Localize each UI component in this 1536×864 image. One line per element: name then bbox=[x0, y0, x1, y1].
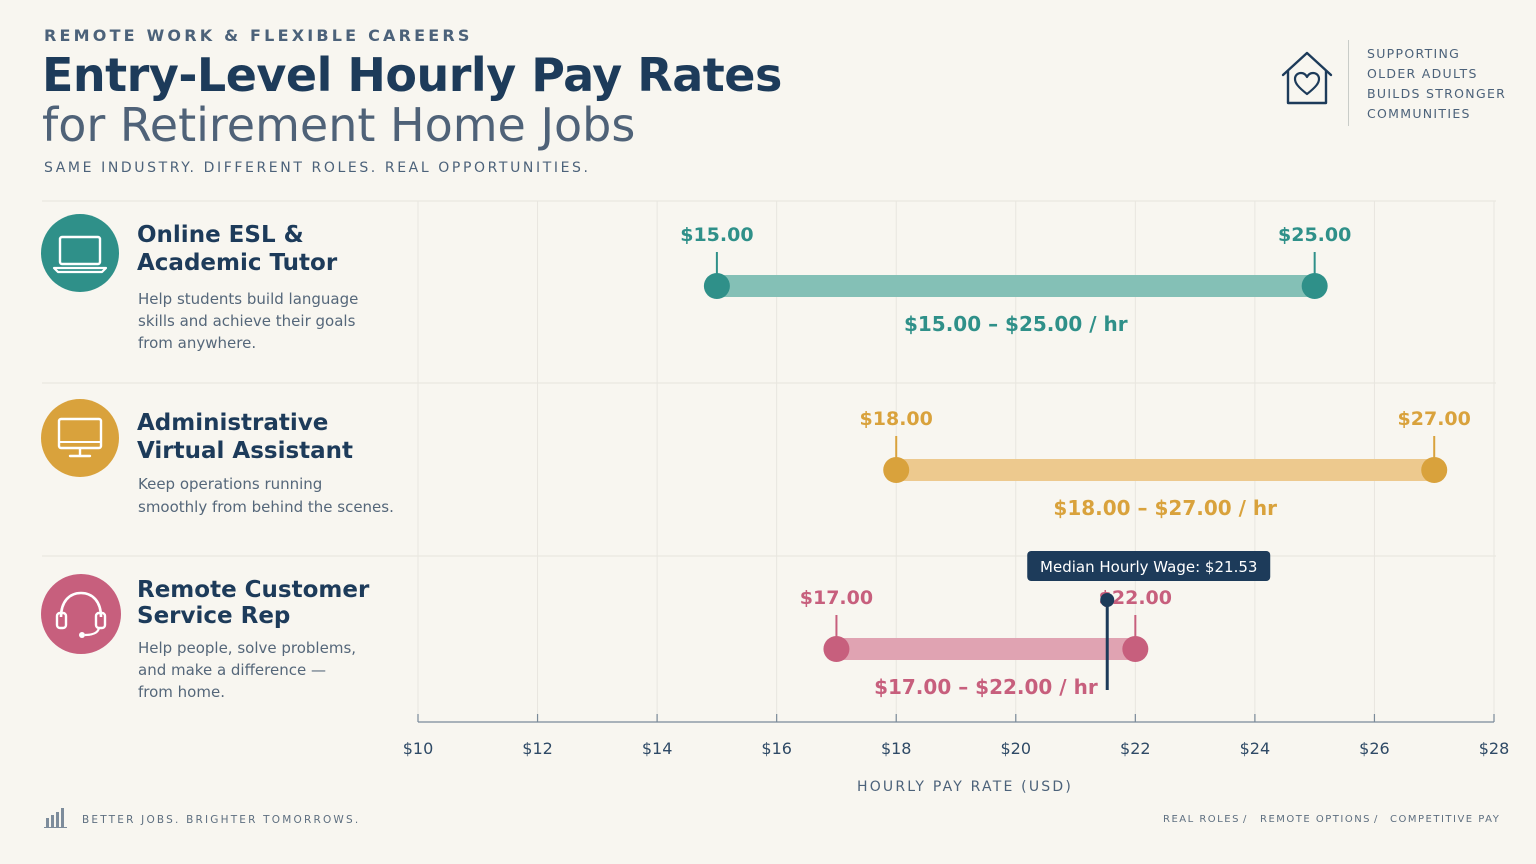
range-label: $17.00 – $22.00 / hr bbox=[874, 675, 1098, 699]
role-desc: from anywhere. bbox=[138, 334, 257, 352]
range-bars: $15.00 $25.00 $15.00 – $25.00 / hr $18.00 $2… bbox=[680, 224, 1471, 699]
footer-tagline: BETTER JOBS. BRIGHTER TOMORROWS. bbox=[82, 814, 361, 826]
role-desc: Help people, solve problems, bbox=[138, 639, 357, 657]
eyebrow-text: REMOTE WORK & FLEXIBLE CAREERS bbox=[44, 26, 473, 45]
max-marker bbox=[1122, 636, 1149, 662]
min-marker bbox=[883, 457, 910, 483]
page-subtitle: SAME INDUSTRY. DIFFERENT ROLES. REAL OPP… bbox=[44, 160, 591, 176]
footer-separator: / bbox=[1374, 814, 1379, 825]
role-name-customer-service-line2: Service Rep bbox=[137, 603, 291, 629]
badge-line: COMMUNITIES bbox=[1367, 106, 1471, 121]
headset-icon bbox=[41, 574, 121, 654]
bar-chart-icon bbox=[44, 808, 67, 828]
badge-line: OLDER ADULTS bbox=[1367, 66, 1478, 81]
footer-item: COMPETITIVE PAY bbox=[1390, 814, 1501, 825]
role-desc: Keep operations running bbox=[138, 475, 323, 493]
page-title-line2: for Retirement Home Jobs bbox=[42, 98, 636, 152]
x-tick-label: $12 bbox=[522, 739, 553, 758]
min-marker bbox=[823, 636, 850, 662]
median-annotation: Median Hourly Wage: $21.53 bbox=[1027, 551, 1271, 690]
x-tick-label: $24 bbox=[1240, 739, 1271, 758]
footer-separator: / bbox=[1243, 814, 1248, 825]
badge-line: BUILDS STRONGER bbox=[1367, 86, 1507, 101]
median-label: Median Hourly Wage: $21.53 bbox=[1040, 558, 1257, 576]
house-heart-icon bbox=[1281, 51, 1333, 105]
x-axis-title: HOURLY PAY RATE (USD) bbox=[857, 779, 1073, 795]
badge-line: SUPPORTING bbox=[1367, 46, 1461, 61]
role-desc: Help students build language bbox=[138, 290, 359, 308]
max-marker bbox=[1301, 273, 1328, 299]
footer-item: REAL ROLES bbox=[1163, 814, 1240, 825]
range-label: $15.00 – $25.00 / hr bbox=[904, 312, 1128, 336]
min-value-label: $15.00 bbox=[680, 224, 753, 246]
page-title: Entry-Level Hourly Pay Rates bbox=[42, 48, 782, 102]
x-tick-label: $10 bbox=[403, 739, 434, 758]
laptop-icon bbox=[41, 214, 119, 292]
x-tick-label: $20 bbox=[1001, 739, 1032, 758]
max-marker bbox=[1421, 457, 1448, 483]
role-name-tutor: Online ESL & bbox=[137, 222, 304, 248]
range-label: $18.00 – $27.00 / hr bbox=[1053, 496, 1277, 520]
min-value-label: $18.00 bbox=[860, 408, 933, 430]
role-name-assistant-line2: Virtual Assistant bbox=[137, 438, 354, 464]
min-value-label: $17.00 bbox=[800, 587, 873, 609]
x-tick-label: $28 bbox=[1479, 739, 1510, 758]
badge-divider bbox=[1348, 40, 1349, 126]
max-value-label: $25.00 bbox=[1278, 224, 1351, 246]
x-tick-label: $22 bbox=[1120, 739, 1151, 758]
role-desc: from home. bbox=[138, 683, 225, 701]
max-value-label: $27.00 bbox=[1398, 408, 1471, 430]
role-desc: skills and achieve their goals bbox=[138, 312, 356, 330]
min-marker bbox=[703, 273, 730, 299]
x-tick-label: $26 bbox=[1359, 739, 1390, 758]
footer-item: REMOTE OPTIONS bbox=[1260, 814, 1372, 825]
role-desc: and make a difference — bbox=[138, 661, 326, 679]
x-axis: $10 $12 $14 $16 $18 $20 $22 $24 $26 $28 HOURLY PAY… bbox=[403, 714, 1510, 795]
role-name-tutor-line2: Academic Tutor bbox=[137, 250, 338, 276]
role-desc: smoothly from behind the scenes. bbox=[138, 498, 394, 516]
x-tick-label: $14 bbox=[642, 739, 673, 758]
monitor-icon bbox=[41, 399, 119, 477]
x-tick-label: $18 bbox=[881, 739, 912, 758]
max-value-label: $22.00 bbox=[1099, 587, 1172, 609]
role-name-assistant: Administrative bbox=[137, 410, 329, 436]
median-dot bbox=[1100, 593, 1115, 607]
role-name-customer-service: Remote Customer bbox=[137, 577, 370, 603]
median-label-box bbox=[1027, 551, 1271, 581]
x-tick-label: $16 bbox=[761, 739, 792, 758]
